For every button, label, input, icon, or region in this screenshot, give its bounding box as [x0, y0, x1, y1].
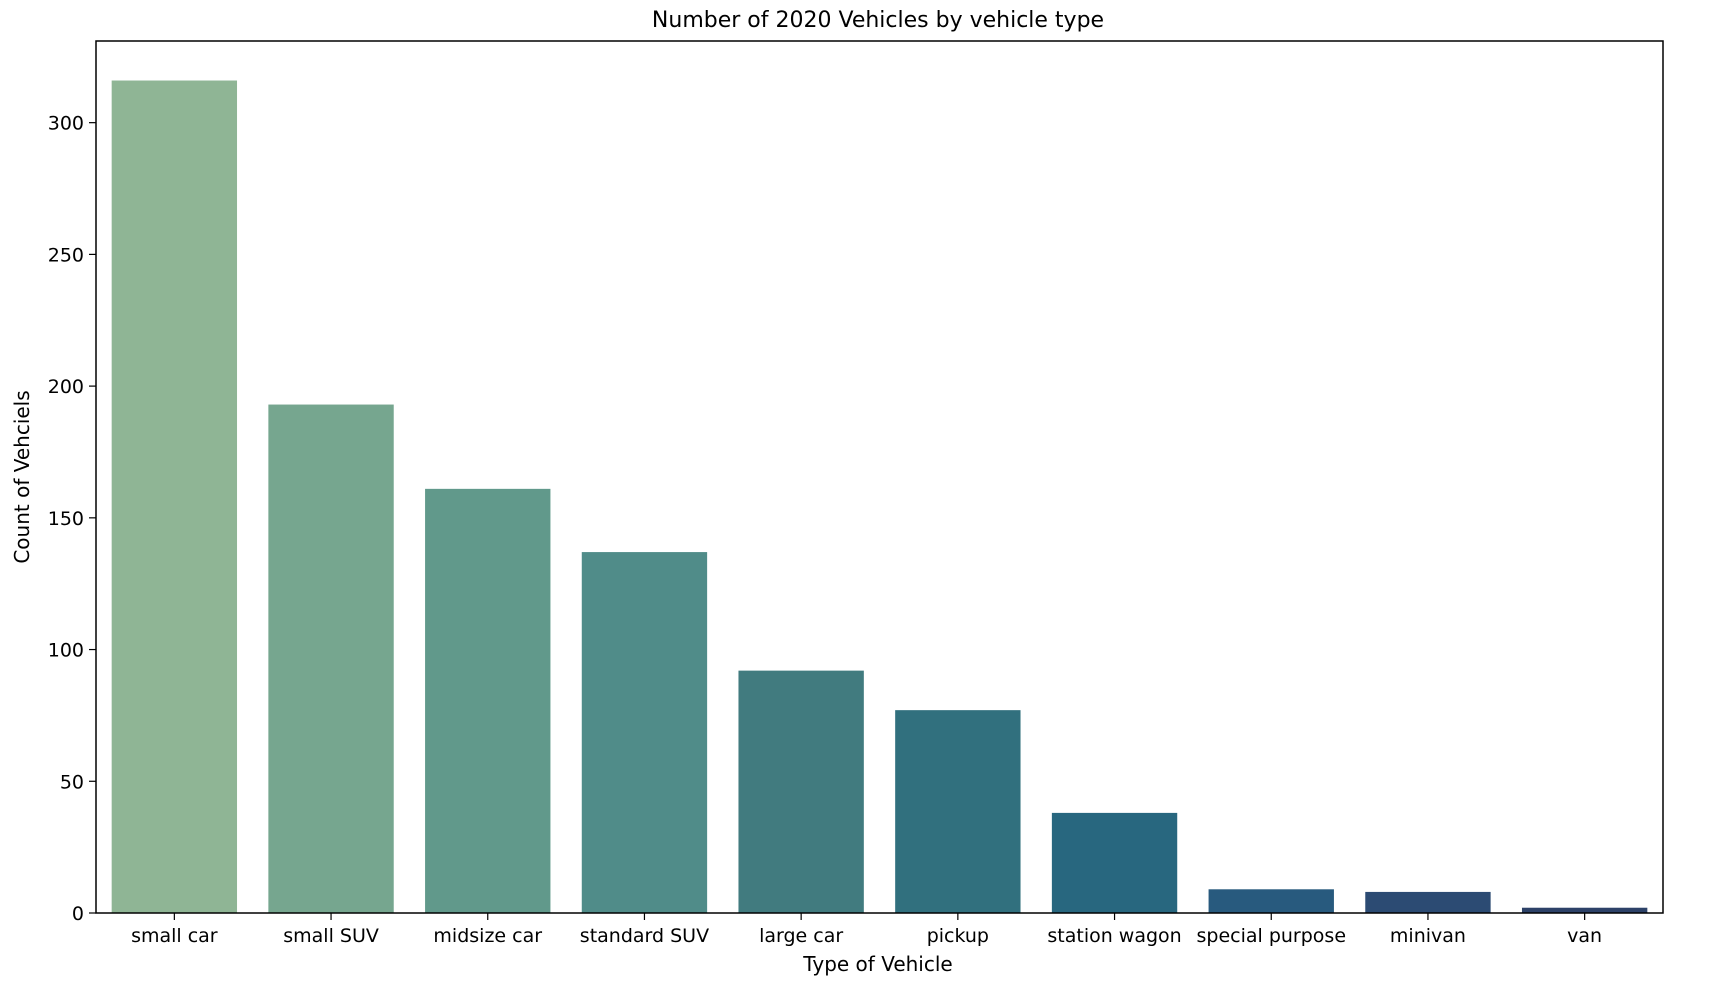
- x-tick-label: standard SUV: [580, 925, 709, 947]
- x-tick-label: van: [1567, 925, 1602, 947]
- x-tick-label: special purpose: [1196, 925, 1346, 947]
- x-tick-label: small car: [131, 925, 218, 947]
- y-axis-label: Count of Vehciels: [10, 390, 34, 563]
- bar: [1208, 889, 1334, 913]
- bar: [1365, 891, 1491, 913]
- x-tick-label: midsize car: [433, 925, 542, 947]
- x-tick-label: station wagon: [1047, 925, 1181, 947]
- bar: [1051, 812, 1178, 913]
- y-tick-label: 150: [48, 508, 84, 530]
- y-tick-label: 100: [48, 640, 84, 662]
- x-tick-label: pickup: [927, 925, 989, 947]
- plot-frame: [95, 40, 1664, 914]
- x-tick-label: minivan: [1390, 925, 1466, 947]
- bar: [738, 670, 864, 913]
- y-tick-label: 200: [48, 376, 84, 398]
- bar: [425, 488, 551, 913]
- x-axis: small car small SUV midsize car standard SU…: [131, 913, 1602, 947]
- bar: [111, 80, 238, 913]
- bars-group: [111, 80, 1648, 913]
- chart-title: Number of 2020 Vehicles by vehicle type: [652, 8, 1104, 33]
- bar: [1521, 907, 1648, 913]
- y-tick-label: 250: [48, 244, 84, 266]
- y-tick-label: 0: [72, 903, 84, 925]
- y-axis: 0 50 100 150 200 250 300: [48, 113, 96, 925]
- x-tick-label: small SUV: [283, 925, 379, 947]
- x-tick-label: large car: [759, 925, 843, 947]
- x-axis-label: Type of Vehicle: [802, 952, 952, 976]
- bar: [581, 552, 708, 913]
- y-tick-label: 50: [60, 771, 84, 793]
- bar: [895, 710, 1021, 913]
- bar: [268, 404, 394, 913]
- y-tick-label: 300: [48, 113, 84, 135]
